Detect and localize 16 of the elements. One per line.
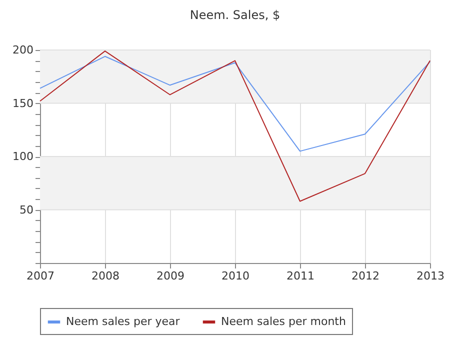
- x-tick-label: 2008: [92, 270, 120, 282]
- y-tick-label: 100: [12, 150, 34, 163]
- y-tick-label: 150: [12, 96, 34, 110]
- legend-label: Neem sales per year: [66, 315, 180, 328]
- x-tick-label: 2011: [286, 270, 314, 282]
- x-tick-label: 2007: [26, 270, 54, 282]
- x-tick-label: 2013: [416, 270, 444, 282]
- line-series: [40, 56, 430, 152]
- chart-title: Neem. Sales, $: [190, 8, 280, 22]
- x-tick-label: 2012: [352, 270, 380, 282]
- x-tick-label: 2009: [156, 270, 184, 282]
- y-tick-label: 50: [20, 203, 34, 216]
- legend-label: Neem sales per month: [221, 315, 346, 328]
- line-series: [40, 50, 430, 202]
- x-tick-label: 2010: [222, 270, 250, 282]
- y-tick-label: 200: [12, 44, 34, 56]
